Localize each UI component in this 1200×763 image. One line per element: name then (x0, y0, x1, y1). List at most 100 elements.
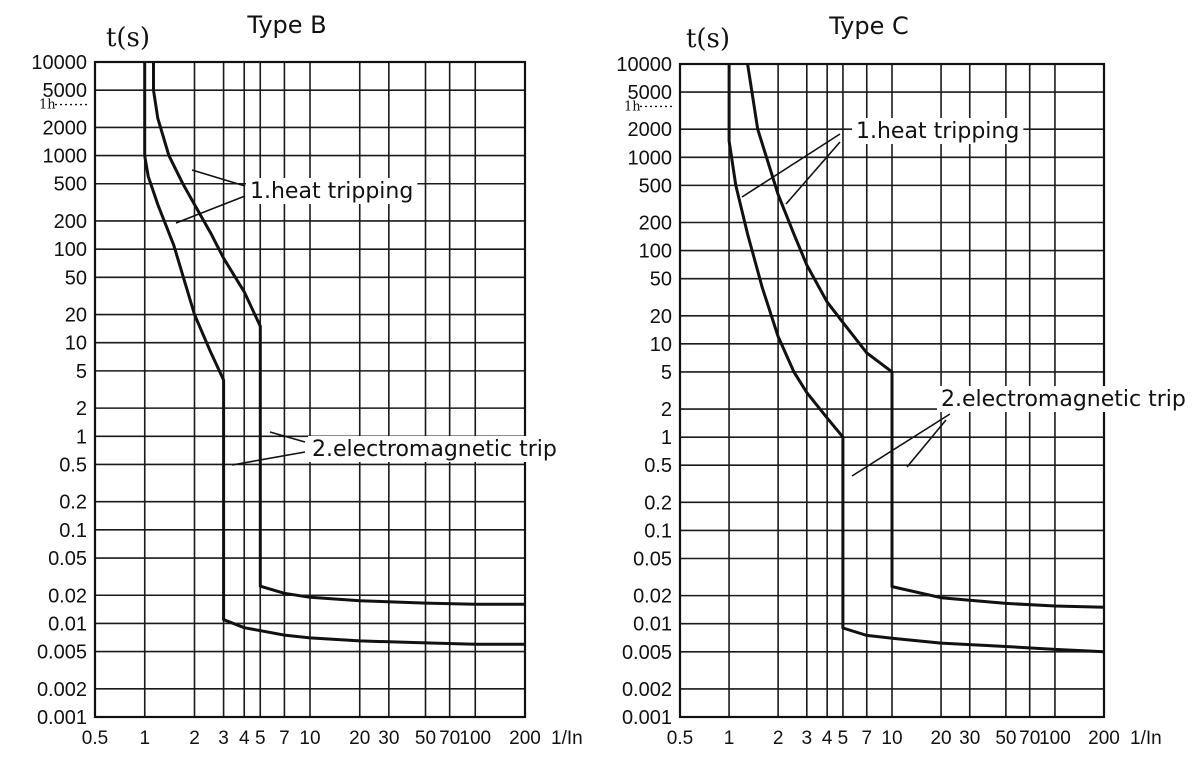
annotation-label: 1.heat tripping (250, 179, 413, 204)
x-tick-label: 7 (279, 728, 290, 749)
x-tick-label: 3 (218, 728, 229, 749)
x-tick-label: 70 (439, 728, 460, 749)
x-tick-label: 10 (299, 728, 320, 749)
annotation-pointer (785, 141, 841, 205)
y-tick-label: 0.02 (48, 585, 87, 607)
x-tick-label: 50 (415, 728, 436, 749)
hour-mark-label: 1h (39, 98, 56, 113)
y-tick-label: 10 (65, 333, 87, 355)
x-tick-label: 0.5 (667, 728, 693, 749)
y-tick-label: 100 (54, 239, 87, 261)
y-tick-label: 50 (65, 267, 87, 289)
annotation-label: 2.electromagnetic trip (941, 387, 1186, 412)
y-tick-label: 20 (65, 305, 87, 327)
y-tick-label: 1000 (43, 146, 88, 168)
y-axis-label: t(s) (106, 23, 150, 53)
y-tick-label: 500 (639, 175, 672, 197)
annotation-background (246, 178, 418, 204)
y-tick-label: 0.001 (622, 707, 672, 729)
y-tick-label: 0.2 (644, 492, 672, 514)
trip-curve-2 (152, 62, 525, 606)
y-tick-label: 0.2 (59, 492, 87, 514)
y-tick-label: 0.05 (48, 548, 87, 570)
x-tick-label: 1 (139, 728, 150, 749)
annotation-pointer (851, 413, 951, 477)
y-tick-label: 10 (650, 334, 672, 356)
y-tick-label: 0.1 (644, 520, 672, 542)
x-tick-label: 7 (861, 728, 872, 749)
chart-title: Type B (246, 11, 326, 39)
x-tick-label: 1 (724, 728, 735, 749)
y-tick-label: 100 (639, 241, 672, 263)
chart-panel-1: 10000 5000 2000 1000 500 200 100 50 20 10 5 2 1 0.5 0.… (31, 11, 582, 749)
x-tick-label: 50 (995, 728, 1016, 749)
x-tick-label: 5 (255, 728, 266, 749)
y-tick-label: 0.5 (59, 454, 87, 476)
y-tick-label: 2 (76, 398, 87, 420)
x-tick-label: 2 (189, 728, 200, 749)
annotation-pointer (191, 169, 246, 187)
y-tick-label: 0.05 (633, 549, 672, 571)
chart-panel-2: 100005000200010005002001005020105210.50.… (616, 12, 1190, 749)
y-tick-label: 200 (639, 212, 672, 234)
x-tick-label: 20 (930, 728, 951, 749)
y-tick-label: 0.02 (633, 586, 672, 608)
y-tick-label: 5000 (43, 80, 88, 102)
annotation-pointer (269, 431, 306, 443)
x-tick-label: 70 (1019, 728, 1040, 749)
y-tick-label: 10000 (616, 54, 672, 76)
plot-frame (93, 60, 527, 719)
y-tick-label: 0.01 (48, 613, 87, 635)
y-tick-label: 2000 (628, 119, 673, 141)
x-tick-label: 30 (378, 728, 399, 749)
y-tick-label: 200 (54, 211, 87, 233)
y-tick-label: 0.5 (644, 455, 672, 477)
y-tick-label: 0.002 (37, 679, 87, 701)
x-tick-label: 3 (802, 728, 813, 749)
x-tick-label: 200 (509, 728, 541, 749)
y-tick-label: 1000 (628, 147, 673, 169)
trip-curve-2 (746, 63, 1105, 609)
annotation-pointer (906, 419, 947, 468)
annotation-background (937, 386, 1190, 412)
y-tick-label: 10000 (31, 52, 87, 74)
x-tick-label: 2 (773, 728, 784, 749)
x-axis-label: 1/In (551, 728, 583, 749)
y-tick-label: 1 (661, 427, 672, 449)
annotation-background (308, 436, 561, 462)
y-tick-label: 2 (661, 399, 672, 421)
y-tick-label: 0.005 (37, 642, 87, 664)
annotation-background (852, 118, 1024, 144)
x-tick-label: 4 (822, 728, 833, 749)
annotation-label: 2.electromagnetic trip (312, 437, 557, 462)
x-tick-label: 20 (349, 728, 370, 749)
y-tick-label: 500 (54, 174, 87, 196)
y-tick-label: 5 (76, 361, 87, 383)
x-tick-label: 0.5 (82, 728, 108, 749)
annotation-pointer (175, 195, 246, 224)
hour-mark-label: 1h (624, 99, 641, 114)
x-tick-label: 30 (959, 728, 980, 749)
annotation-pointer (741, 133, 841, 198)
y-tick-label: 0.002 (622, 679, 672, 701)
chart-title: Type C (828, 12, 909, 40)
annotation-label: 1.heat tripping (856, 119, 1019, 144)
y-axis-label: t(s) (686, 24, 730, 54)
x-tick-label: 100 (459, 728, 491, 749)
y-tick-label: 1 (76, 426, 87, 448)
x-tick-label: 4 (239, 728, 250, 749)
x-tick-label: 5 (838, 728, 849, 749)
trip-curve-1 (143, 62, 525, 646)
x-axis-label: 1/In (1130, 728, 1162, 749)
y-tick-label: 0.01 (633, 614, 672, 636)
y-tick-label: 0.1 (59, 520, 87, 542)
x-tick-label: 200 (1088, 728, 1120, 749)
trip-curve-1 (727, 64, 1105, 654)
y-tick-label: 20 (650, 306, 672, 328)
y-tick-label: 5000 (628, 82, 673, 104)
y-tick-label: 50 (650, 269, 672, 291)
y-tick-label: 5 (661, 362, 672, 384)
y-tick-label: 2000 (43, 117, 88, 139)
y-tick-label: 0.005 (622, 642, 672, 664)
